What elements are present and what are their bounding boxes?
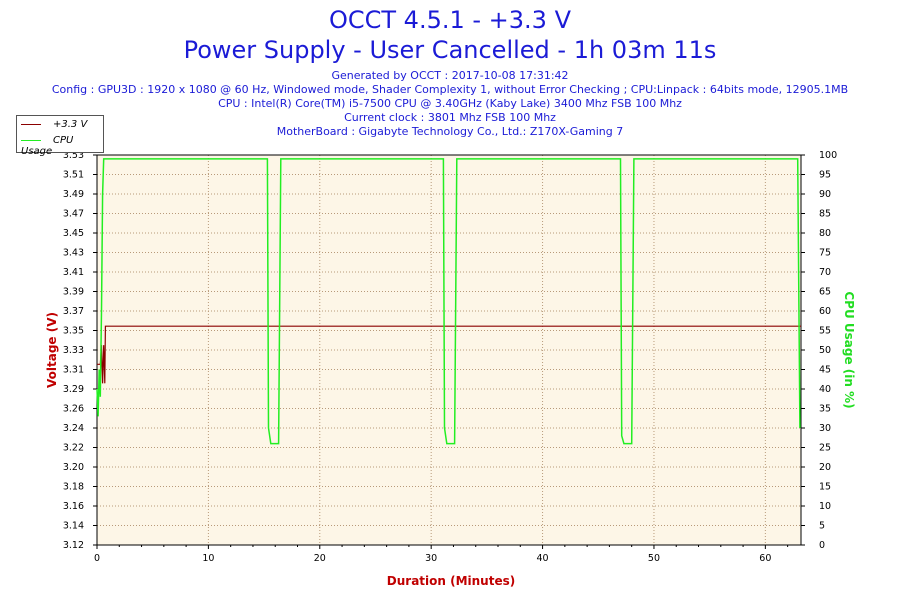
y-tick-label: 3.31 <box>63 365 84 376</box>
y2-tick-label: 20 <box>819 462 831 473</box>
y2-tick-label: 5 <box>819 521 825 532</box>
y-tick-label: 3.14 <box>63 521 84 532</box>
y2-tick-label: 45 <box>819 365 831 376</box>
y-tick-label: 3.22 <box>63 443 84 454</box>
y2-tick-label: 25 <box>819 443 831 454</box>
cpu-line: CPU : Intel(R) Core(TM) i5-7500 CPU @ 3.… <box>218 97 682 110</box>
y2-tick-label: 15 <box>819 482 831 493</box>
y-tick-label: 3.35 <box>63 326 84 337</box>
y-tick-label: 3.24 <box>63 423 84 434</box>
y2-tick-label: 95 <box>819 170 831 181</box>
legend: +3.3 V CPU Usage <box>16 115 104 157</box>
y-tick-label: 3.45 <box>63 228 84 239</box>
x-tick-label: 20 <box>314 553 326 564</box>
y2-tick-label: 35 <box>819 404 831 415</box>
y-tick-label: 3.37 <box>63 306 84 317</box>
legend-swatch-cpu <box>21 139 41 141</box>
y-tick-label: 3.39 <box>63 287 84 298</box>
y2-tick-label: 80 <box>819 228 831 239</box>
x-tick-label: 40 <box>537 553 549 564</box>
y-tick-label: 3.41 <box>63 267 84 278</box>
y2-tick-label: 100 <box>819 150 837 161</box>
legend-swatch-voltage <box>21 123 41 125</box>
y2-tick-label: 60 <box>819 306 831 317</box>
x-tick-label: 10 <box>202 553 214 564</box>
chart-subtitle: Power Supply - User Cancelled - 1h 03m 1… <box>183 36 717 64</box>
series-line-cpu-usage <box>96 158 801 445</box>
y-tick-label: 3.16 <box>63 501 84 512</box>
y-tick-label: 3.47 <box>63 209 84 220</box>
y-tick-label: 3.49 <box>63 189 84 200</box>
y2-tick-label: 55 <box>819 326 831 337</box>
x-tick-label: 60 <box>759 553 771 564</box>
y2-tick-label: 30 <box>819 423 831 434</box>
y-tick-label: 3.51 <box>63 170 84 181</box>
config-line: Config : GPU3D : 1920 x 1080 @ 60 Hz, Wi… <box>51 83 849 96</box>
x-tick-label: 0 <box>94 553 100 564</box>
y-tick-label: 3.43 <box>63 248 84 259</box>
y2-tick-label: 65 <box>819 287 831 298</box>
legend-item-voltage: +3.3 V <box>21 119 87 133</box>
y2-tick-label: 85 <box>819 209 831 220</box>
x-tick-label: 50 <box>648 553 660 564</box>
y2-tick-label: 90 <box>819 189 831 200</box>
y-axis-title: Voltage (V) <box>45 312 59 388</box>
chart-title: OCCT 4.5.1 - +3.3 V <box>328 6 571 34</box>
plot-frame <box>96 154 802 546</box>
motherboard-line: MotherBoard : Gigabyte Technology Co., L… <box>276 125 624 138</box>
x-axis-title: Duration (Minutes) <box>387 574 515 588</box>
y-tick-label: 3.20 <box>63 462 84 473</box>
y-tick-label: 3.18 <box>63 482 84 493</box>
y2-axis-title: CPU Usage (in %) <box>842 291 856 408</box>
y2-tick-label: 70 <box>819 267 831 278</box>
y-tick-label: 3.12 <box>63 540 84 551</box>
y-tick-label: 3.26 <box>63 404 84 415</box>
generated-line: Generated by OCCT : 2017-10-08 17:31:42 <box>331 69 569 82</box>
y2-tick-label: 75 <box>819 248 831 259</box>
y2-tick-label: 0 <box>819 540 825 551</box>
x-tick-label: 30 <box>425 553 437 564</box>
y2-tick-label: 50 <box>819 345 831 356</box>
legend-item-cpu: CPU Usage <box>21 135 103 157</box>
legend-label-voltage: +3.3 V <box>53 119 88 130</box>
y-tick-label: 3.29 <box>63 384 84 395</box>
y-tick-label: 3.53 <box>63 150 84 161</box>
y2-tick-label: 10 <box>819 501 831 512</box>
y-tick-label: 3.33 <box>63 345 84 356</box>
y2-tick-label: 40 <box>819 384 831 395</box>
clock-line: Current clock : 3801 Mhz FSB 100 Mhz <box>344 111 556 124</box>
legend-label-cpu: CPU Usage <box>21 135 74 157</box>
